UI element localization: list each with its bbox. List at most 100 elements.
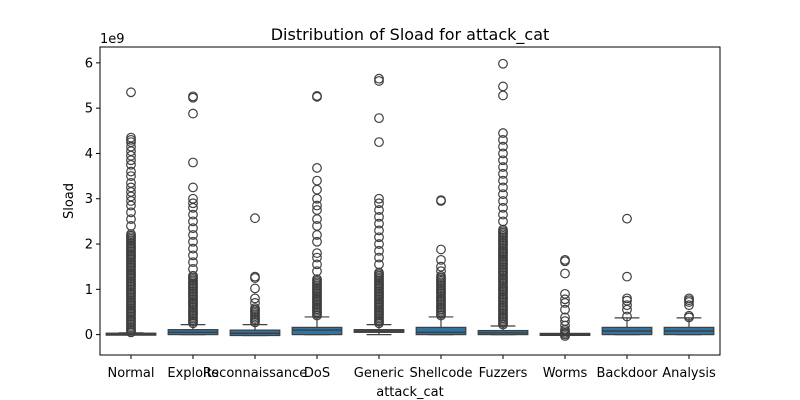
outlier-point bbox=[250, 283, 260, 294]
outlier-point bbox=[560, 316, 570, 326]
outlier-point bbox=[498, 175, 508, 186]
outlier-point bbox=[374, 193, 384, 204]
outlier-point bbox=[312, 221, 322, 231]
outlier-point bbox=[188, 108, 198, 119]
box-generic bbox=[353, 73, 405, 336]
outlier-point bbox=[374, 245, 384, 256]
y-tick-label: 0 bbox=[85, 328, 93, 343]
box-dos bbox=[291, 91, 343, 336]
outlier-point bbox=[374, 252, 384, 263]
box-iqr bbox=[415, 326, 467, 336]
outlier-point bbox=[560, 254, 570, 265]
outlier-point bbox=[560, 312, 570, 323]
outlier-point bbox=[126, 132, 136, 143]
outlier-point bbox=[250, 271, 260, 282]
outlier-point bbox=[188, 209, 198, 220]
chart-title: Distribution of Sload for attack_cat bbox=[271, 25, 550, 45]
outlier-point bbox=[188, 264, 198, 274]
outlier-point bbox=[374, 198, 384, 209]
outlier-point bbox=[622, 293, 632, 304]
outlier-point bbox=[498, 209, 508, 220]
box-shellcode bbox=[415, 195, 467, 336]
outlier-point bbox=[436, 266, 446, 277]
outlier-point bbox=[188, 250, 198, 261]
outlier-point bbox=[188, 257, 198, 268]
outlier-point bbox=[250, 303, 260, 314]
outlier-point bbox=[312, 274, 322, 285]
outlier-point bbox=[560, 304, 570, 315]
outlier-point bbox=[126, 182, 136, 193]
outlier-point bbox=[498, 202, 508, 213]
outlier-point bbox=[684, 293, 694, 304]
y-tick-label: 5 bbox=[85, 102, 93, 117]
box-worms bbox=[539, 254, 591, 341]
outlier-point bbox=[188, 243, 198, 254]
outlier-point bbox=[250, 213, 260, 224]
outlier-point bbox=[250, 298, 260, 308]
box-fuzzers bbox=[477, 58, 529, 336]
outlier-point bbox=[126, 166, 136, 177]
outlier-point bbox=[312, 200, 322, 211]
y-axis-title: Sload bbox=[62, 183, 77, 219]
outlier-point bbox=[188, 216, 198, 227]
outlier-point bbox=[498, 148, 508, 159]
outlier-point bbox=[436, 261, 446, 272]
outlier-point bbox=[188, 230, 198, 240]
outlier-point bbox=[126, 207, 136, 218]
outlier-point bbox=[188, 236, 198, 247]
y-tick-label: 4 bbox=[85, 147, 93, 162]
x-tick-label: Analysis bbox=[662, 366, 716, 381]
outlier-point bbox=[498, 134, 508, 145]
x-tick-label: Normal bbox=[107, 366, 154, 381]
outlier-point bbox=[374, 218, 384, 229]
outlier-point bbox=[126, 87, 136, 98]
x-tick-label: Fuzzers bbox=[479, 366, 528, 381]
outlier-point bbox=[188, 223, 198, 234]
y-axis-offset-label: 1e9 bbox=[100, 32, 125, 47]
outlier-point bbox=[188, 91, 198, 102]
outlier-point bbox=[374, 73, 384, 84]
outlier-point bbox=[498, 189, 508, 200]
outlier-point bbox=[374, 137, 384, 148]
outlier-point bbox=[498, 168, 508, 179]
outlier-point bbox=[312, 248, 322, 258]
outlier-point bbox=[622, 271, 632, 282]
outlier-point bbox=[436, 271, 446, 281]
outlier-point bbox=[312, 205, 322, 215]
outlier-point bbox=[498, 162, 508, 172]
box-analysis bbox=[663, 293, 715, 336]
outlier-point bbox=[188, 182, 198, 193]
outlier-point bbox=[436, 195, 446, 205]
outlier-point bbox=[188, 198, 198, 209]
x-tick-label: Shellcode bbox=[409, 366, 472, 381]
outlier-point bbox=[684, 300, 694, 311]
outlier-point bbox=[312, 175, 322, 186]
outlier-point bbox=[126, 177, 136, 188]
outlier-point bbox=[498, 58, 508, 69]
outlier-point bbox=[188, 157, 198, 168]
outlier-point bbox=[374, 232, 384, 243]
outlier-point bbox=[498, 81, 508, 92]
outlier-point bbox=[126, 221, 136, 231]
outlier-point bbox=[498, 155, 508, 166]
x-tick-label: DoS bbox=[304, 366, 330, 381]
x-tick-label: Reconnaissance bbox=[203, 366, 308, 381]
outlier-point bbox=[560, 288, 570, 299]
outlier-point bbox=[312, 252, 322, 263]
box-reconnaissance bbox=[229, 213, 281, 337]
box-exploits bbox=[167, 91, 219, 336]
y-tick-label: 3 bbox=[85, 192, 93, 207]
y-tick-label: 1 bbox=[85, 283, 93, 298]
outlier-point bbox=[126, 214, 136, 225]
x-tick-label: Exploits bbox=[167, 366, 218, 381]
outlier-point bbox=[374, 211, 384, 222]
outlier-point bbox=[312, 236, 322, 247]
outlier-point bbox=[498, 141, 508, 152]
outlier-point bbox=[188, 193, 198, 204]
outlier-point bbox=[312, 266, 322, 277]
outlier-point bbox=[374, 239, 384, 249]
outlier-point bbox=[188, 270, 198, 281]
